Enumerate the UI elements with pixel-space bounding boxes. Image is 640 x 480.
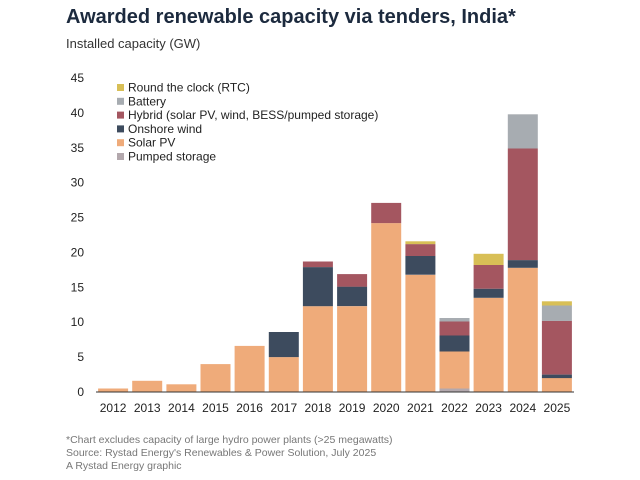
- bar-2024-onshore-wind: [507, 260, 538, 268]
- x-tick-label: 2023: [475, 401, 502, 415]
- legend-swatch-battery: [117, 97, 124, 105]
- bar-2025-solar-pv: [541, 378, 572, 392]
- chart-subtitle: Installed capacity (GW): [66, 36, 201, 51]
- bar-2021-hybrid-solar-pv-wind-bess-pumped-storage: [405, 244, 436, 256]
- bar-2017-onshore-wind: [268, 332, 299, 358]
- x-tick-label: 2014: [168, 401, 195, 415]
- x-tick-label: 2022: [441, 401, 468, 415]
- y-tick-label: 35: [71, 141, 85, 155]
- y-tick-label: 45: [71, 71, 85, 85]
- bar-2021-onshore-wind: [405, 255, 436, 275]
- legend-swatch-hybrid-solar-pv-wind-bess-pumped-storage: [117, 111, 124, 119]
- x-tick-label: 2019: [339, 401, 366, 415]
- chart-title: Awarded renewable capacity via tenders, …: [66, 6, 516, 28]
- x-tick-label: 2015: [202, 401, 229, 415]
- y-tick-label: 0: [77, 385, 84, 399]
- bar-2023-round-the-clock-rtc: [473, 253, 504, 265]
- bar-2015-solar-pv: [200, 364, 231, 392]
- bar-2012-solar-pv: [98, 388, 129, 392]
- x-tick-label: 2025: [544, 401, 571, 415]
- bar-2024-battery: [507, 114, 538, 149]
- bar-2014-solar-pv: [166, 384, 197, 392]
- bar-2025-round-the-clock-rtc: [541, 301, 572, 306]
- bar-2022-pumped-storage: [439, 388, 470, 392]
- x-tick-label: 2021: [407, 401, 434, 415]
- legend-swatch-onshore-wind: [117, 125, 124, 133]
- legend-swatch-round-the-clock-rtc: [117, 84, 124, 91]
- x-tick-label: 2024: [509, 401, 536, 415]
- footnotes: *Chart excludes capacity of large hydro …: [66, 434, 393, 473]
- bar-2020-solar-pv: [371, 223, 402, 392]
- y-tick-label: 5: [77, 350, 84, 364]
- bar-2019-solar-pv: [337, 306, 368, 392]
- bar-2019-onshore-wind: [337, 286, 368, 307]
- legend-label-battery: Battery: [128, 94, 166, 108]
- bars: [98, 114, 572, 392]
- x-tick-label: 2018: [305, 401, 332, 415]
- bar-2017-solar-pv: [268, 357, 299, 392]
- x-tick-label: 2020: [373, 401, 400, 415]
- bar-2024-hybrid-solar-pv-wind-bess-pumped-storage: [507, 148, 538, 261]
- y-tick-label: 40: [71, 106, 85, 120]
- bar-2022-battery: [439, 318, 470, 322]
- bar-2013-solar-pv: [132, 380, 163, 392]
- bar-2025-onshore-wind: [541, 374, 572, 379]
- footnote-exclusion: *Chart excludes capacity of large hydro …: [66, 434, 393, 446]
- bar-2022-hybrid-solar-pv-wind-bess-pumped-storage: [439, 321, 470, 336]
- legend-label-round-the-clock-rtc: Round the clock (RTC): [128, 81, 250, 95]
- bar-2023-hybrid-solar-pv-wind-bess-pumped-storage: [473, 265, 504, 289]
- bar-2023-solar-pv: [473, 297, 504, 392]
- legend-label-solar-pv: Solar PV: [128, 136, 175, 150]
- bar-2018-solar-pv: [302, 306, 333, 392]
- x-tick-label: 2016: [236, 401, 263, 415]
- y-tick-label: 10: [71, 315, 85, 329]
- x-axis-ticks: 2012 2013 2014 2015 2016 2017 2018 2019 2020 2021…: [100, 401, 571, 415]
- bar-2021-solar-pv: [405, 274, 436, 392]
- y-axis-ticks: 0 5 10 15 20 25 30 35 40 45: [71, 71, 85, 399]
- y-tick-label: 15: [71, 280, 85, 294]
- bar-2022-solar-pv: [439, 351, 470, 389]
- x-tick-label: 2017: [270, 401, 297, 415]
- bar-2021-round-the-clock-rtc: [405, 241, 436, 245]
- bar-2022-onshore-wind: [439, 335, 470, 352]
- footnote-credit: A Rystad Energy graphic: [66, 460, 182, 472]
- legend-swatch-pumped-storage: [117, 153, 124, 160]
- bar-2019-hybrid-solar-pv-wind-bess-pumped-storage: [337, 274, 368, 287]
- bar-2025-hybrid-solar-pv-wind-bess-pumped-storage: [541, 320, 572, 375]
- bar-2018-onshore-wind: [302, 267, 333, 307]
- y-tick-label: 30: [71, 176, 85, 190]
- bar-2024-solar-pv: [507, 267, 538, 392]
- bar-2020-hybrid-solar-pv-wind-bess-pumped-storage: [371, 202, 402, 224]
- bar-2016-solar-pv: [234, 345, 265, 392]
- legend-label-pumped-storage: Pumped storage: [128, 150, 216, 164]
- x-tick-label: 2013: [134, 401, 161, 415]
- footnote-source: Source: Rystad Energy's Renewables & Pow…: [66, 447, 377, 459]
- legend-swatch-solar-pv: [117, 139, 124, 147]
- x-tick-label: 2012: [100, 401, 127, 415]
- y-tick-label: 20: [71, 245, 85, 259]
- bar-2018-hybrid-solar-pv-wind-bess-pumped-storage: [302, 261, 333, 268]
- bar-2025-battery: [541, 305, 572, 321]
- bar-2023-onshore-wind: [473, 288, 504, 298]
- y-tick-label: 25: [71, 211, 85, 225]
- legend-label-onshore-wind: Onshore wind: [128, 122, 202, 136]
- legend-label-hybrid-solar-pv-wind-bess-pumped-storage: Hybrid (solar PV, wind, BESS/pumped stor…: [128, 108, 378, 122]
